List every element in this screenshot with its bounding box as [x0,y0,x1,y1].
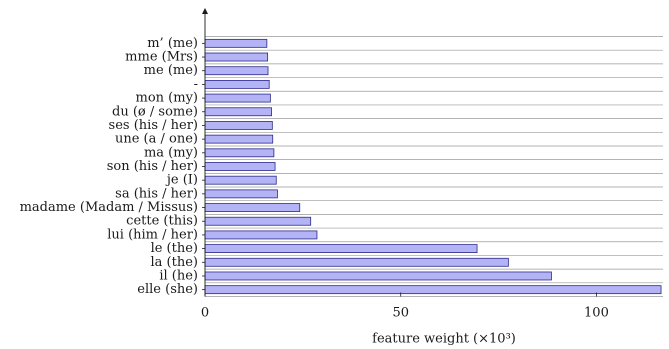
category-label: le (the) [151,241,198,256]
bar [204,257,509,267]
bar [204,38,268,48]
category-label: la (the) [151,255,198,270]
axes [202,8,208,297]
bar [204,52,269,62]
category-label: cette (this) [126,214,198,229]
x-axis-label: feature weight (×10³) [372,332,516,347]
bar [204,230,318,240]
x-tick-label: 100 [584,306,609,321]
y-axis-arrow [202,8,208,14]
category-label: m’ (me) [147,36,198,51]
category-label: ma (my) [144,145,198,160]
bar [204,189,278,199]
bar [204,175,277,185]
bar [204,107,272,117]
bar [204,121,273,130]
grid-lines [205,36,663,297]
category-labels: m’ (me)mme (Mrs)me (me)-mon (my)du (ø / … [20,36,205,297]
category-label: son (his / her) [107,159,198,174]
bar [204,285,662,295]
category-label: elle (she) [137,282,198,297]
category-label: me (me) [144,63,198,78]
category-label: lui (him / her) [107,227,198,242]
category-label: sa (his / her) [115,186,198,201]
x-tick-label: 0 [201,306,209,321]
bar [204,162,276,171]
bar [204,271,552,281]
category-label: il (he) [159,268,198,283]
category-label: madame (Madam / Missus) [20,200,198,215]
category-label: ses (his / her) [109,118,198,133]
bar [204,148,275,158]
bar [204,134,274,144]
bar [204,93,271,103]
category-label: mon (my) [136,91,198,106]
x-tick-label: 50 [392,306,409,321]
category-label: mme (Mrs) [125,50,198,65]
category-label: - [194,77,198,92]
bar [204,79,270,89]
bar [204,216,312,226]
bar [204,203,301,212]
category-label: je (I) [165,173,198,188]
category-label: du (ø / some) [112,104,198,119]
category-label: une (a / one) [115,132,198,147]
bar [204,66,269,76]
x-ticks: 0 50 100 [201,292,609,321]
bar [204,244,478,254]
